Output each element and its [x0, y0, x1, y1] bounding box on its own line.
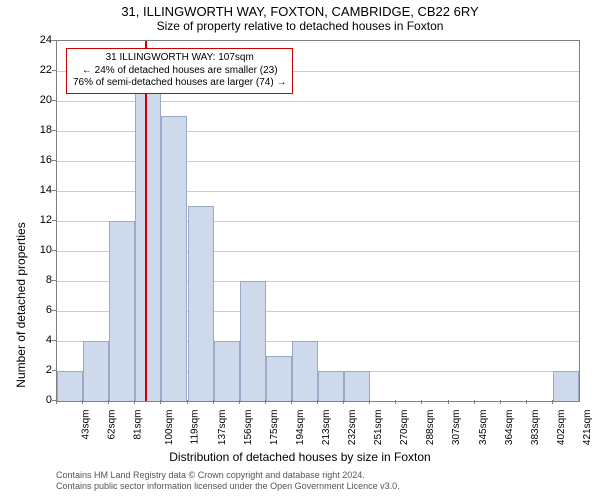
y-tick-label: 6: [34, 304, 52, 316]
footer-line1: Contains HM Land Registry data © Crown c…: [56, 470, 365, 480]
y-tick-label: 12: [34, 214, 52, 226]
x-tick-mark: [213, 400, 214, 404]
x-axis-label: Distribution of detached houses by size …: [0, 450, 600, 464]
x-tick-label: 100sqm: [164, 410, 175, 446]
x-tick-mark: [265, 400, 266, 404]
y-tick-mark: [52, 340, 56, 341]
y-tick-label: 16: [34, 154, 52, 166]
x-tick-label: 119sqm: [190, 410, 201, 445]
property-marker-line: [145, 41, 147, 401]
x-tick-label: 251sqm: [373, 410, 384, 446]
x-tick-label: 62sqm: [107, 410, 118, 440]
x-tick-label: 288sqm: [425, 410, 436, 446]
x-tick-label: 137sqm: [217, 410, 228, 446]
y-tick-mark: [52, 100, 56, 101]
y-tick-mark: [52, 190, 56, 191]
x-tick-mark: [160, 400, 161, 404]
x-tick-label: 307sqm: [451, 410, 462, 446]
y-tick-label: 10: [34, 244, 52, 256]
x-tick-mark: [526, 400, 527, 404]
annotation-line: 31 ILLINGWORTH WAY: 107sqm: [73, 52, 286, 65]
y-axis-label: Number of detached properties: [14, 222, 28, 387]
x-tick-mark: [448, 400, 449, 404]
x-tick-label: 232sqm: [347, 410, 358, 446]
x-tick-mark: [56, 400, 57, 404]
y-tick-label: 4: [34, 334, 52, 346]
x-tick-mark: [82, 400, 83, 404]
footer-attribution: Contains HM Land Registry data © Crown c…: [56, 470, 400, 492]
y-tick-mark: [52, 280, 56, 281]
y-tick-mark: [52, 160, 56, 161]
y-tick-label: 22: [34, 64, 52, 76]
chart-container: 31, ILLINGWORTH WAY, FOXTON, CAMBRIDGE, …: [0, 0, 600, 500]
x-tick-label: 213sqm: [321, 410, 332, 446]
x-tick-mark: [474, 400, 475, 404]
y-tick-mark: [52, 220, 56, 221]
histogram-bar: [188, 206, 214, 401]
x-tick-label: 345sqm: [478, 410, 489, 446]
annotation-box: 31 ILLINGWORTH WAY: 107sqm← 24% of detac…: [66, 48, 293, 94]
x-tick-mark: [500, 400, 501, 404]
x-tick-mark: [187, 400, 188, 404]
x-tick-label: 175sqm: [269, 410, 280, 446]
x-tick-mark: [421, 400, 422, 404]
histogram-bar: [266, 356, 292, 401]
x-tick-mark: [395, 400, 396, 404]
x-tick-mark: [108, 400, 109, 404]
x-tick-mark: [552, 400, 553, 404]
histogram-bar: [553, 371, 579, 401]
y-tick-label: 0: [34, 394, 52, 406]
histogram-bar: [214, 341, 240, 401]
chart-title: 31, ILLINGWORTH WAY, FOXTON, CAMBRIDGE, …: [0, 0, 600, 19]
y-tick-label: 8: [34, 274, 52, 286]
x-tick-label: 194sqm: [295, 410, 306, 446]
histogram-bar: [318, 371, 344, 401]
y-tick-mark: [52, 130, 56, 131]
y-tick-label: 20: [34, 94, 52, 106]
annotation-line: ← 24% of detached houses are smaller (23…: [73, 65, 286, 78]
y-tick-mark: [52, 370, 56, 371]
y-tick-label: 2: [34, 364, 52, 376]
histogram-bar: [344, 371, 370, 401]
x-tick-label: 270sqm: [399, 410, 410, 446]
x-tick-mark: [369, 400, 370, 404]
x-tick-label: 81sqm: [133, 410, 144, 440]
histogram-bar: [240, 281, 266, 401]
footer-line2: Contains public sector information licen…: [56, 481, 400, 491]
x-tick-mark: [134, 400, 135, 404]
x-tick-mark: [239, 400, 240, 404]
x-tick-mark: [291, 400, 292, 404]
plot-area: [56, 40, 580, 402]
chart-subtitle: Size of property relative to detached ho…: [0, 19, 600, 35]
x-tick-mark: [317, 400, 318, 404]
histogram-bar: [57, 371, 83, 401]
x-tick-label: 156sqm: [243, 410, 254, 446]
y-tick-label: 24: [34, 34, 52, 46]
x-tick-mark: [343, 400, 344, 404]
annotation-line: 76% of semi-detached houses are larger (…: [73, 77, 286, 90]
x-tick-label: 402sqm: [556, 410, 567, 446]
histogram-bar: [109, 221, 135, 401]
x-tick-label: 43sqm: [81, 410, 92, 440]
y-tick-label: 18: [34, 124, 52, 136]
x-tick-label: 364sqm: [504, 410, 515, 446]
y-tick-label: 14: [34, 184, 52, 196]
y-tick-mark: [52, 70, 56, 71]
x-tick-label: 421sqm: [582, 410, 593, 446]
histogram-bar: [83, 341, 109, 401]
histogram-bar: [135, 71, 161, 401]
y-tick-mark: [52, 40, 56, 41]
y-tick-mark: [52, 310, 56, 311]
histogram-bar: [161, 116, 187, 401]
x-tick-label: 383sqm: [530, 410, 541, 446]
histogram-bar: [292, 341, 318, 401]
y-tick-mark: [52, 250, 56, 251]
